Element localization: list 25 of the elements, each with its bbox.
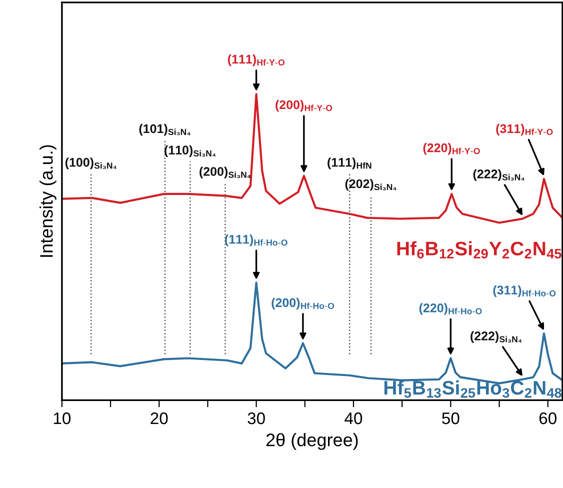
annotation: (111)$_{Hf-Ho-O}$ (225, 234, 288, 246)
y-axis-title: Intensity (a.u.) (40, 145, 56, 257)
x-axis-title: 2θ (degree) (266, 433, 358, 450)
annotation: (111)$_{HfN}$ (328, 158, 372, 170)
annotation: (110)$_{Si₃N₄}$ (164, 145, 216, 157)
x-tick-label: 50 (442, 412, 460, 424)
annotation: (111)$_{Hf-Y-O}$ (228, 54, 284, 66)
annotation: (220)$_{Hf-Y-O}$ (423, 143, 480, 155)
annotation: (311)$_{Hf-Y-O}$ (496, 124, 553, 136)
text: Hf$_{5}$B$_{13}$Si$_{25}$Ho$_{3}$C$_{2}$N$_{48}$ (384, 380, 562, 398)
annotation: (200)$_{Hf-Y-O}$ (276, 100, 332, 112)
x-tick-label: 20 (150, 412, 168, 424)
annotation: (222)$_{Si₃N₄}$ (473, 169, 524, 181)
annotation: (220)$_{Hf-Ho-O}$ (419, 303, 482, 315)
x-tick-label: 60 (539, 412, 556, 424)
annotation: (202)$_{Si₃N₄}$ (345, 178, 396, 191)
annotation: (101)$_{Si₃N₄}$ (139, 124, 190, 136)
annotation: (222)$_{Si₃N₄}$ (470, 331, 522, 343)
x-tick-label: 30 (248, 412, 265, 424)
annotation: (311)$_{Hf-Ho-O}$ (493, 285, 556, 297)
x-tick-label: 10 (54, 412, 71, 424)
annotation: (200)$_{Hf-Ho-O}$ (272, 298, 334, 310)
annotation: (100)$_{Si₃N₄}$ (65, 158, 117, 170)
x-tick-label: 40 (344, 412, 362, 424)
text: Hf$_{6}$B$_{12}$Si$_{29}$Y$_{2}$C$_{2}$N$_{45}$ (397, 241, 562, 259)
